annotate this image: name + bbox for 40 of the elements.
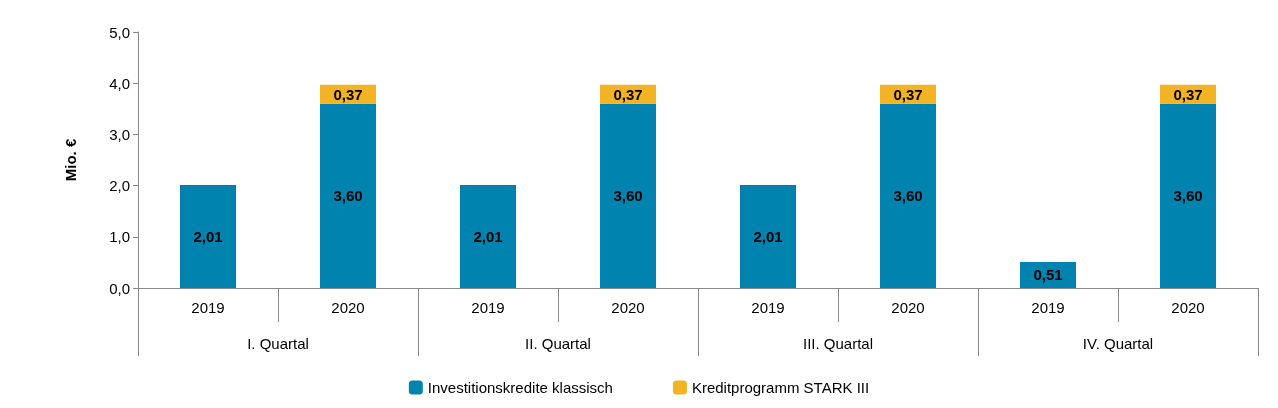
y-tick-label: 3,0 (109, 125, 130, 143)
bar (1160, 103, 1216, 288)
x-tick-label: 2020 (611, 299, 645, 316)
x-tick-label: 2019 (191, 299, 225, 316)
x-tick-label: 2020 (1171, 299, 1205, 316)
bar (600, 103, 656, 288)
text: I. Quartal (247, 335, 309, 352)
y-axis-title: Mio. € (62, 138, 79, 182)
data-label: 2,01 (753, 228, 783, 246)
data-label: 0,37 (613, 85, 643, 103)
y-tick-label: 4,0 (109, 74, 130, 92)
x-tick-label: 2020 (891, 299, 925, 316)
data-label: 0,51 (1033, 266, 1063, 284)
data-label: 3,60 (613, 187, 643, 205)
y-tick-label: 0,0 (109, 279, 130, 297)
data-label: 0,37 (893, 85, 923, 103)
text: II. Quartal (525, 335, 591, 352)
y-tick-label: 2,0 (109, 177, 130, 195)
data-label: 3,60 (1173, 187, 1203, 205)
text: IV. Quartal (1082, 335, 1154, 352)
legend-label: Kreditprogramm STARK III (691, 379, 870, 396)
bar (880, 103, 936, 288)
x-tick-label: 2019 (471, 299, 505, 316)
y-tick-label: 5,0 (109, 23, 130, 41)
data-label: 0,37 (333, 85, 363, 103)
bar (740, 185, 796, 288)
bar (180, 185, 236, 288)
data-label: 2,01 (193, 228, 223, 246)
x-tick-label: 2020 (331, 299, 365, 316)
data-label: 2,01 (473, 228, 503, 246)
bar (460, 185, 516, 288)
bar (320, 103, 376, 288)
x-tick-label: 2019 (751, 299, 785, 316)
data-label: 3,60 (333, 187, 363, 205)
data-label: 0,37 (1173, 85, 1203, 103)
data-label: 3,60 (893, 187, 923, 205)
legend-label: Investitionskredite klassisch (427, 379, 613, 396)
text: III. Quartal (802, 335, 874, 352)
x-tick-label: 2019 (1031, 299, 1065, 316)
y-tick-label: 1,0 (109, 228, 130, 246)
